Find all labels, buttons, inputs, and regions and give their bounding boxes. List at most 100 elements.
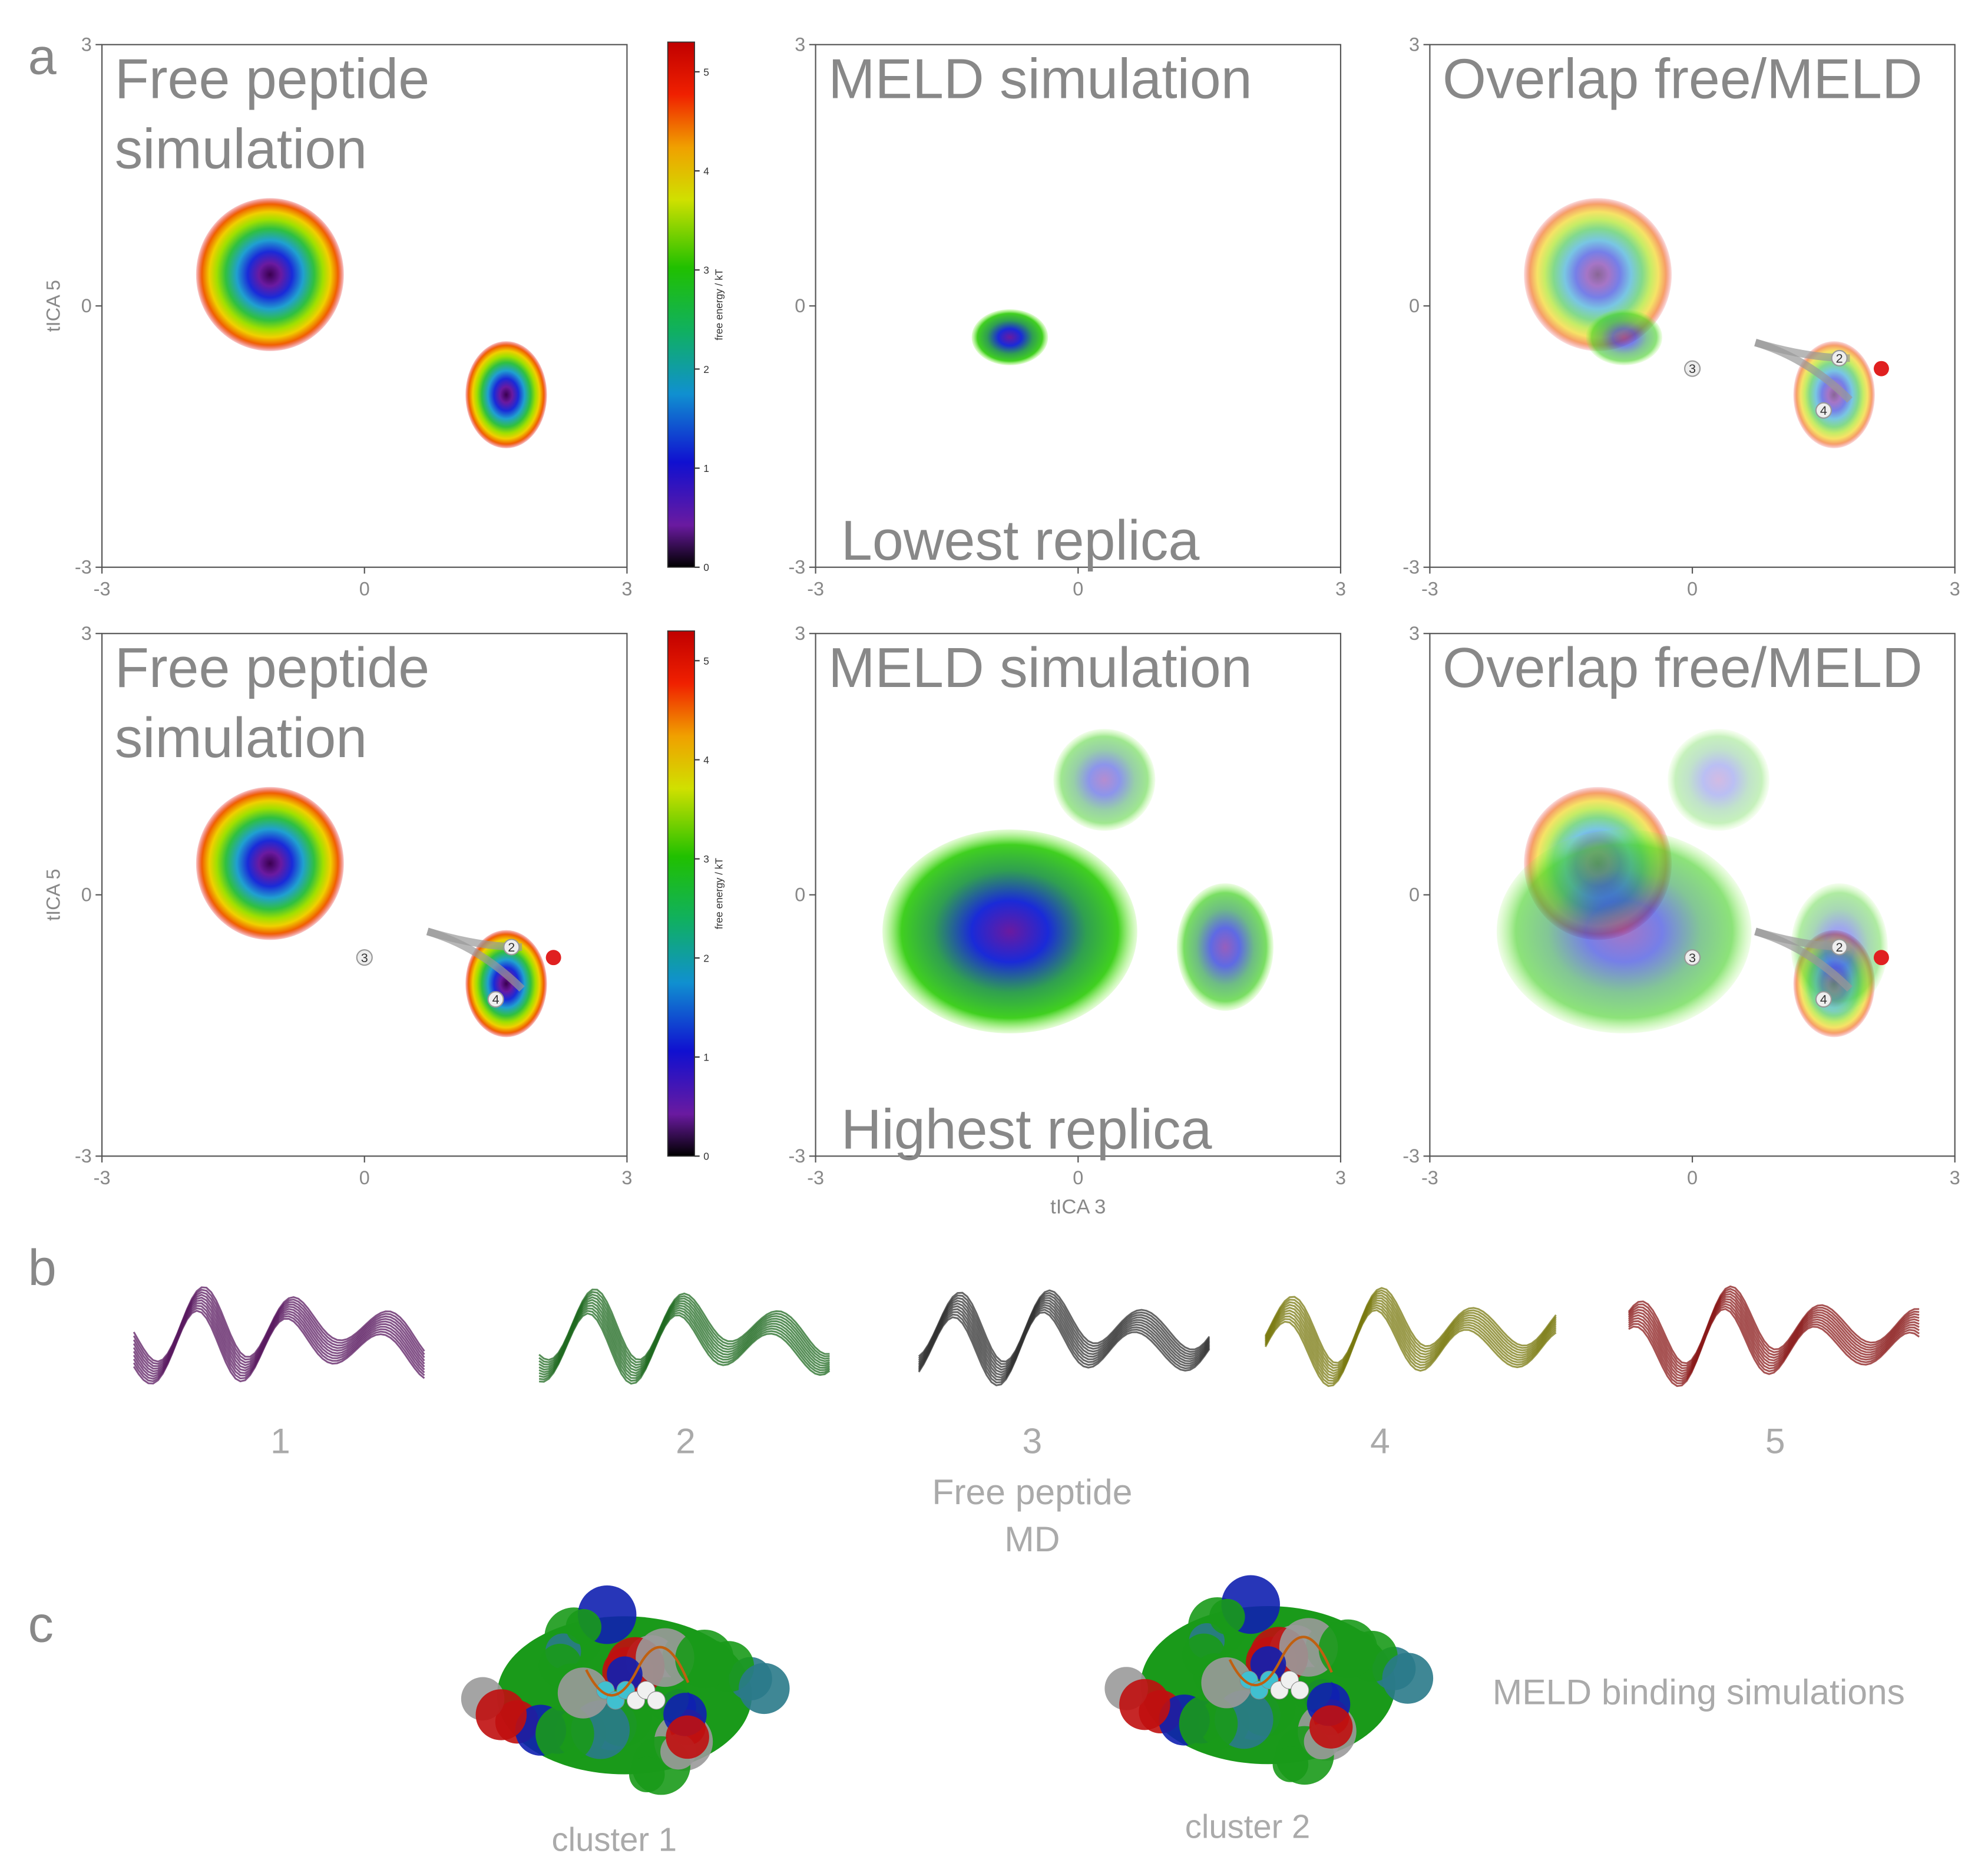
surface-patch: [1179, 1694, 1238, 1753]
panel-label: c: [28, 1597, 54, 1653]
peptide-trace: [1628, 1285, 1920, 1365]
plot-frame: [815, 44, 1342, 568]
peptide-trace: [1628, 1298, 1920, 1378]
density-map: [196, 198, 344, 351]
transition-lines: [1754, 927, 1853, 992]
state-marker: [1815, 991, 1832, 1008]
peptide-trace: [1628, 1296, 1920, 1375]
y-tick-label: 3: [81, 623, 92, 644]
y-tick-label: -3: [788, 557, 805, 578]
structure-label: 3: [1023, 1421, 1043, 1461]
surface-patch: [629, 1756, 665, 1793]
colorbar-tick-label: 4: [703, 754, 709, 766]
peptide-trace: [918, 1306, 1210, 1381]
structure-caption: Free peptide: [932, 1472, 1132, 1512]
peptide-ensemble: [1628, 1285, 1920, 1388]
transition-lines: [1754, 339, 1853, 403]
density-map: [1176, 883, 1274, 1011]
peptide-ensemble: [1264, 1287, 1557, 1388]
surface-patch: [1119, 1679, 1170, 1730]
surface-patch: [607, 1656, 643, 1693]
panel-label: b: [28, 1240, 57, 1296]
x-tick-label: -3: [1421, 578, 1438, 599]
plot-title: Overlap free/MELD: [1443, 48, 1923, 111]
colorbar-tick-label: 1: [703, 463, 709, 474]
plot: 3 2 4 -3 0 3 -3 0 3 Free peptide simulation tICA 5: [43, 623, 633, 1188]
state-label: 3: [361, 950, 368, 965]
plot: 3 2 4 -3 0 3 -3 0 3 Overlap free/MELD: [1402, 34, 1960, 600]
state-marker: [503, 939, 520, 956]
plot: -3 0 3 -3 0 3 MELD simulation Lowest replica: [788, 34, 1346, 600]
colorbar-tick-label: 5: [703, 655, 709, 667]
colorbar-tick-label: 3: [703, 853, 709, 865]
state-marker: [1815, 402, 1832, 419]
peptide-trace: [1264, 1297, 1557, 1375]
y-tick-label: 0: [1409, 884, 1420, 906]
density-map: [882, 829, 1137, 1033]
surface-patch: [739, 1663, 790, 1715]
y-tick-label: -3: [1402, 1145, 1420, 1167]
state-label: 2: [1836, 351, 1843, 366]
peptide-trace: [1264, 1291, 1557, 1369]
y-tick-label: 3: [795, 34, 805, 55]
y-tick-label: 3: [795, 623, 805, 644]
peptide-trace: [539, 1312, 831, 1385]
x-tick-label: 0: [359, 1167, 370, 1188]
ligand-atom: [647, 1691, 666, 1710]
y-tick-label: 3: [1409, 623, 1420, 644]
x-tick-label: -3: [807, 578, 824, 599]
y-tick-label: 0: [795, 295, 805, 316]
state-marker: [1684, 949, 1701, 966]
surface-patch: [666, 1715, 709, 1759]
surface-patch: [1382, 1653, 1434, 1704]
y-tick-label: 0: [795, 884, 805, 906]
peptide-trace: [538, 1293, 830, 1366]
density-map: [465, 341, 547, 448]
x-tick-label: -3: [94, 578, 111, 599]
plot-subtitle: Lowest replica: [841, 510, 1200, 572]
peptide-trace: [1628, 1293, 1920, 1372]
state-label: 4: [492, 992, 500, 1007]
binding-caption: MELD binding simulations: [1493, 1672, 1905, 1712]
state-marker: [1831, 939, 1848, 956]
colorbar-tick-label: 2: [703, 952, 709, 964]
peptide-trace: [918, 1304, 1210, 1379]
plot: -3 0 3 -3 0 3 Free peptide simulation tICA 5: [43, 34, 633, 600]
density-map: [1496, 829, 1752, 1033]
density-map: [1586, 309, 1663, 366]
peptide-trace: [918, 1309, 1210, 1384]
state-label: 2: [508, 940, 515, 954]
colorbar-tick-label: 1: [703, 1052, 709, 1063]
peptide-trace: [538, 1307, 831, 1379]
colorbar-tick-label: 0: [703, 1151, 709, 1162]
state-label: 2: [1836, 940, 1843, 954]
peptide-trace: [918, 1297, 1210, 1371]
colorbar-tick-label: 3: [703, 265, 709, 276]
plot-title: simulation: [115, 707, 368, 769]
plot: -3 0 3 -3 0 3 MELD simulation Highest replica tI…: [788, 623, 1346, 1218]
x-tick-label: 3: [1335, 578, 1346, 599]
peptide-trace: [1264, 1299, 1557, 1378]
peptide-trace: [538, 1289, 830, 1361]
x-tick-label: 3: [621, 1167, 632, 1188]
peptide-trace: [538, 1301, 830, 1375]
state-label: 3: [1689, 950, 1696, 965]
x-tick-label: -3: [1421, 1167, 1438, 1188]
plot: 3 2 4 -3 0 3 -3 0 3 Overlap free/MELD: [1402, 623, 1960, 1188]
x-tick-label: 0: [1073, 1167, 1083, 1188]
peptide-trace: [918, 1291, 1210, 1365]
x-tick-label: 3: [1950, 1167, 1960, 1188]
state-marker: [1873, 950, 1889, 966]
x-axis-label: tICA 3: [1050, 1196, 1106, 1218]
surface-patch: [1250, 1646, 1286, 1682]
surface-patch: [565, 1609, 602, 1645]
peptide-trace: [133, 1310, 425, 1385]
y-axis-label: tICA 5: [43, 280, 64, 332]
y-tick-label: 0: [1409, 295, 1420, 316]
peptide-trace: [1628, 1308, 1920, 1388]
peptide-trace: [918, 1294, 1210, 1368]
transition-lines: [426, 927, 525, 992]
structure-label: 5: [1765, 1421, 1785, 1461]
x-tick-label: 0: [359, 578, 370, 599]
